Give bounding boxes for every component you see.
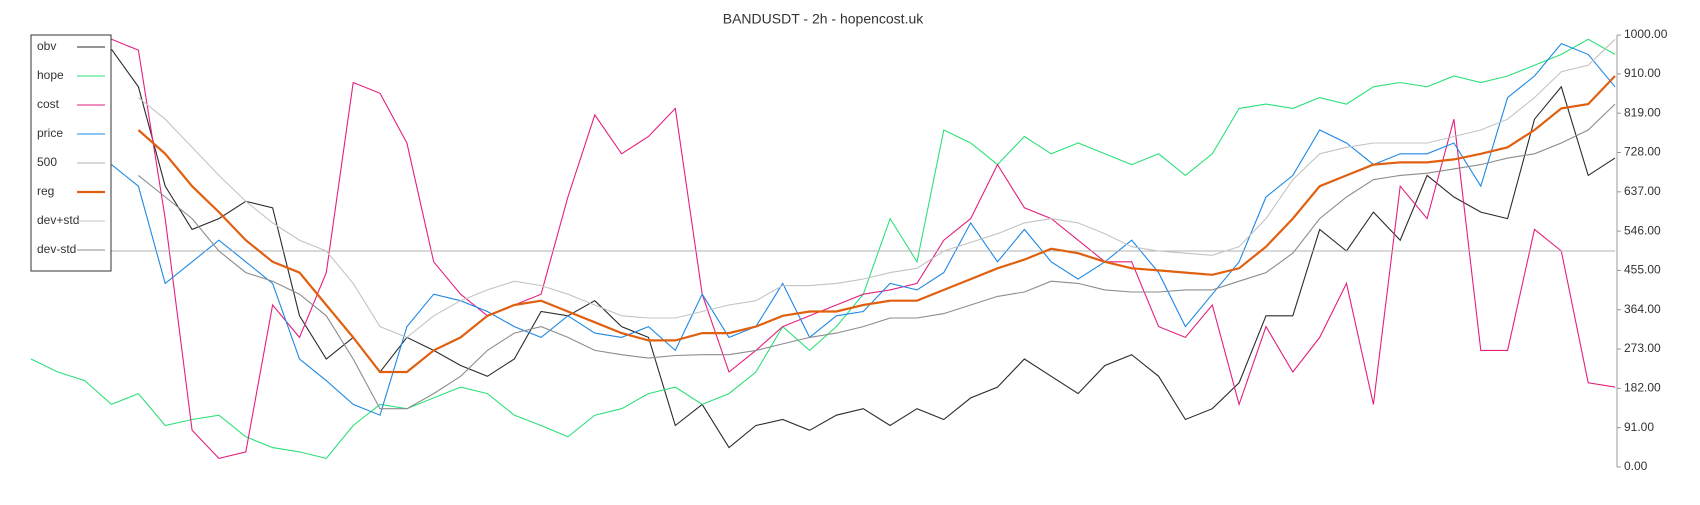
series-line	[111, 38, 1616, 460]
series-line	[137, 75, 1616, 374]
y-tick-label: 91.00	[1624, 420, 1654, 434]
legend-label: 500	[37, 155, 57, 169]
legend-box	[30, 34, 112, 272]
y-tick-label: 819.00	[1624, 105, 1661, 119]
y-tick-label: 455.00	[1624, 263, 1661, 277]
y-tick-label: 637.00	[1624, 184, 1661, 198]
legend-label: dev+std	[37, 213, 79, 227]
series-line	[111, 48, 1616, 449]
y-tick-label: 1000.00	[1624, 27, 1668, 41]
legend-label: price	[37, 126, 63, 140]
y-tick-label: 910.00	[1624, 66, 1661, 80]
legend-label: hope	[37, 68, 64, 82]
series-line	[138, 38, 1616, 339]
y-tick-label: 364.00	[1624, 302, 1661, 316]
legend: obv hope cost price 500 reg dev+std dev-std	[30, 34, 112, 272]
series-line	[111, 42, 1616, 416]
legend-label: cost	[37, 97, 60, 111]
series-line	[138, 103, 1616, 410]
series-line	[30, 38, 1616, 460]
y-tick-label: 182.00	[1624, 381, 1661, 395]
y-tick-label: 273.00	[1624, 341, 1661, 355]
legend-label: dev-std	[37, 242, 76, 256]
legend-label: reg	[37, 184, 54, 198]
y-tick-label: 0.00	[1624, 459, 1648, 473]
y-tick-label: 546.00	[1624, 223, 1661, 237]
chart-title: BANDUSDT - 2h - hopencost.uk	[723, 11, 924, 27]
legend-label: obv	[37, 39, 56, 53]
y-tick-label: 728.00	[1624, 145, 1661, 159]
